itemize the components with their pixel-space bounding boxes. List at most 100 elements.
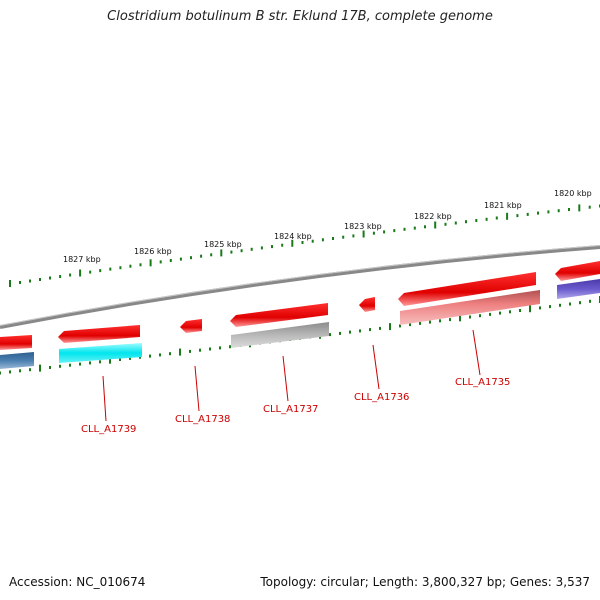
minor-tick [332,237,334,240]
minor-tick [439,319,441,323]
minor-tick [588,205,591,209]
major-tick [506,212,509,220]
minor-tick [539,306,541,310]
gene-label[interactable]: CLL_A1736 [354,392,409,403]
minor-tick [321,238,324,242]
cds-feature[interactable] [555,261,600,281]
feature-cyan[interactable] [59,343,142,363]
feature-pink[interactable] [400,290,540,325]
major-tick [39,364,41,372]
minor-tick [419,321,421,325]
minor-tick [59,275,62,278]
minor-tick [342,235,345,239]
minor-tick [219,346,221,350]
major-tick [291,239,294,247]
minor-tick [557,209,560,213]
gene-label[interactable]: CLL_A1739 [81,424,136,435]
minor-tick [79,362,81,366]
minor-tick [589,299,591,303]
gene-label[interactable]: CLL_A1738 [175,414,230,425]
minor-tick [495,216,498,220]
minor-tick [19,369,21,373]
minor-tick [0,371,1,375]
kbp-label: 1822 kbp [414,212,452,221]
kbp-label: 1826 kbp [134,247,172,256]
cds-feature[interactable] [359,297,375,312]
minor-tick [230,250,233,254]
minor-tick [159,260,162,264]
major-tick [362,230,365,238]
minor-tick [49,366,51,369]
minor-tick [129,356,131,360]
minor-tick [69,363,71,367]
minor-tick [352,234,355,238]
minor-tick [549,305,551,309]
minor-tick [399,324,401,328]
minor-tick [189,349,191,353]
minor-tick [444,222,447,226]
minor-tick [454,221,457,225]
major-tick [529,305,531,313]
feature-blue[interactable] [0,352,34,369]
major-tick [9,280,11,287]
minor-tick [119,266,122,270]
minor-tick [89,361,91,365]
minor-tick [129,264,132,268]
minor-tick [409,323,411,327]
minor-tick [424,225,426,229]
minor-tick [301,241,304,244]
minor-tick [89,270,92,274]
major-tick [149,259,152,267]
cds-feature[interactable] [0,335,32,350]
minor-tick [159,353,161,357]
label-leaders [102,329,481,422]
minor-tick [311,239,314,243]
minor-tick [329,333,331,337]
cds-feature[interactable] [398,272,536,306]
gene-label[interactable]: CLL_A1735 [455,377,510,388]
genome-backbone [0,245,600,329]
minor-tick [379,326,381,330]
minor-tick [29,368,31,372]
minor-tick [569,302,571,306]
minor-tick [465,220,467,224]
kbp-label: 1820 kbp [554,189,592,198]
genome-summary: Topology: circular; Length: 3,800,327 bp… [260,575,590,589]
minor-tick [39,278,41,281]
minor-tick [469,315,471,319]
major-tick [79,269,82,277]
minor-tick [169,352,171,356]
minor-tick [403,227,406,231]
minor-tick [449,318,451,322]
feature-purple[interactable] [557,279,600,299]
major-tick [434,221,437,229]
minor-tick [526,212,529,216]
minor-tick [149,354,151,358]
minor-tick [339,331,341,335]
minor-tick [489,312,491,316]
kbp-label: 1823 kbp [344,222,382,231]
minor-tick [260,246,263,250]
minor-tick [372,231,375,235]
minor-tick [200,254,203,258]
minor-tick [429,320,431,324]
minor-tick [29,279,31,283]
cds-feature[interactable] [180,319,202,333]
minor-tick [271,245,273,249]
minor-tick [281,243,284,247]
cds-feature[interactable] [230,303,328,327]
minor-tick [109,267,112,271]
minor-tick [499,311,501,315]
minor-tick [190,256,192,260]
minor-tick [559,303,561,307]
cds-feature[interactable] [58,325,140,343]
minor-tick [209,347,211,351]
minor-tick [69,273,72,277]
minor-tick [509,310,511,314]
major-tick [109,356,111,364]
gene-label[interactable]: CLL_A1737 [263,404,318,415]
minor-tick [519,309,521,312]
kbp-label: 1827 kbp [63,255,101,264]
feature-grey[interactable] [231,322,329,348]
outer-tick-ring [9,204,600,287]
